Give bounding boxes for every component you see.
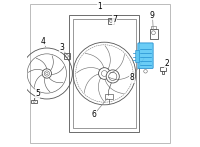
Bar: [64, 53, 70, 59]
Circle shape: [99, 68, 110, 79]
Text: 1: 1: [98, 2, 102, 11]
Text: 3: 3: [60, 43, 65, 52]
Text: 9: 9: [150, 11, 155, 20]
Bar: [108, 18, 114, 24]
Text: 2: 2: [165, 59, 169, 68]
FancyBboxPatch shape: [138, 43, 153, 68]
Bar: [135, 50, 139, 62]
Text: 8: 8: [130, 73, 134, 82]
Bar: [151, 26, 156, 29]
Text: 6: 6: [92, 110, 97, 119]
Bar: [150, 29, 158, 39]
Text: 4: 4: [41, 37, 46, 46]
Bar: [160, 66, 166, 71]
Bar: [69, 15, 139, 132]
Bar: [73, 19, 136, 128]
Circle shape: [42, 69, 52, 78]
Bar: [105, 94, 113, 99]
Bar: [31, 100, 37, 103]
Text: 5: 5: [35, 89, 40, 98]
Text: 7: 7: [112, 15, 117, 24]
Circle shape: [106, 70, 119, 83]
